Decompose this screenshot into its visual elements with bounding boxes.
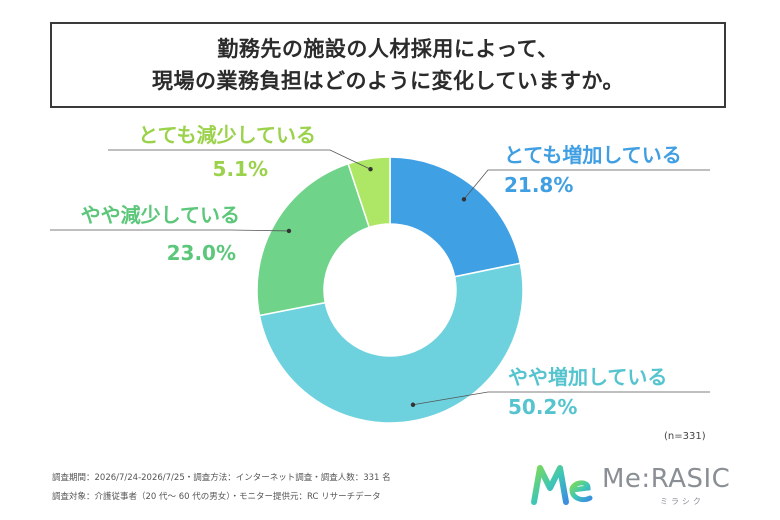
donut-slice-0 xyxy=(389,156,522,278)
donut-slice-2 xyxy=(256,162,371,317)
value-label-3: 5.1% xyxy=(213,157,268,181)
donut-slice-3 xyxy=(347,156,391,229)
survey-period-note: 調査期間：2026/7/24-2026/7/25・調査方法：インターネット調査・… xyxy=(52,473,391,483)
category-label-3: とても減少している xyxy=(138,123,316,147)
brand-logo: Me:RASIC ミラシク xyxy=(530,462,750,512)
survey-target-note: 調査対象：介護従事者（20 代～ 60 代の男女）・モニター提供元：RC リサー… xyxy=(52,492,381,502)
brand-name: Me:RASIC xyxy=(602,464,731,494)
donut-slice-1 xyxy=(258,262,524,424)
chart-title-line-1: 勤務先の施設の人材採用によって、 xyxy=(217,37,559,61)
value-label-1: 50.2% xyxy=(508,395,577,419)
leader-line-2 xyxy=(50,229,289,232)
brand-mark-icon xyxy=(531,465,593,505)
leader-line-3 xyxy=(108,149,371,170)
category-label-2: やや減少している xyxy=(81,203,240,227)
brand-kana: ミラシク xyxy=(660,497,704,506)
leader-dot-1 xyxy=(410,402,416,407)
leader-dot-2 xyxy=(286,228,292,234)
value-label-0: 21.8% xyxy=(504,173,573,197)
leader-line-1 xyxy=(412,391,710,406)
category-label-0: とても増加している xyxy=(504,143,682,167)
leader-line-0 xyxy=(463,169,710,200)
sample-size-label: (n=331) xyxy=(664,431,706,442)
chart-title-box: 勤務先の施設の人材採用によって、 現場の業務負担はどのように変化していますか。 xyxy=(50,22,726,108)
chart-title-line-2: 現場の業務負担はどのように変化していますか。 xyxy=(152,69,624,93)
leader-dot-3 xyxy=(368,167,373,172)
category-label-1: やや増加している xyxy=(508,365,667,389)
leader-dot-0 xyxy=(461,197,467,202)
value-label-2: 23.0% xyxy=(167,241,236,265)
